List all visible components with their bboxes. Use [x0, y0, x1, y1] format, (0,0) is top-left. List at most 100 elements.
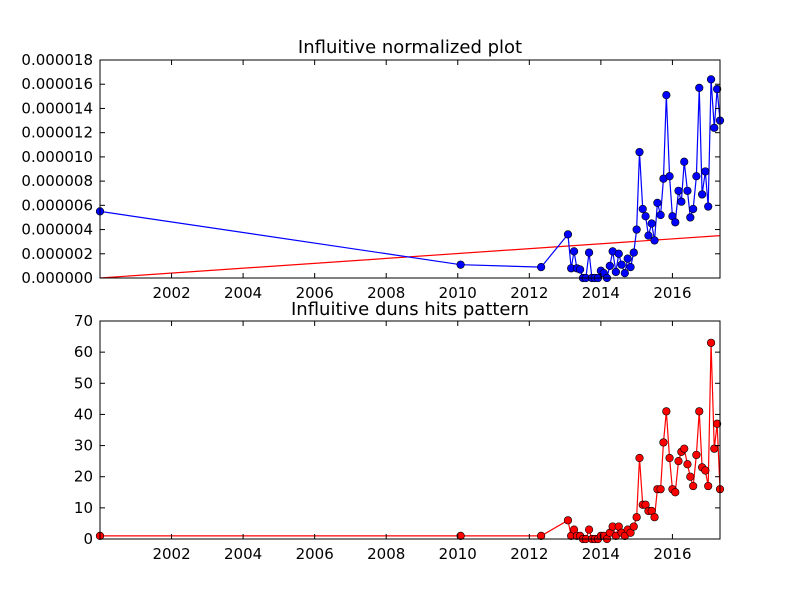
- top-data-point: [656, 210, 665, 220]
- bottom-data-point: [701, 466, 710, 475]
- top-y-tick-label: 0.000014: [21, 99, 93, 117]
- top-x-tick-label: 2014: [582, 284, 620, 302]
- top-data-point: [620, 269, 629, 278]
- top-data-point: [647, 219, 656, 228]
- bottom-y-tick-label: 0: [83, 530, 93, 548]
- bottom-data-point: [713, 419, 722, 428]
- top-data-point: [662, 91, 671, 100]
- top-data-point: [611, 267, 620, 277]
- bottom-y-tick-label: 50: [74, 374, 93, 392]
- bottom-data-point: [456, 531, 465, 540]
- top-data-point: [704, 202, 713, 211]
- bottom-y-tick-label: 40: [74, 405, 93, 423]
- top-marks: [95, 75, 725, 283]
- bottom-x-tick-label: 2004: [224, 545, 262, 563]
- bottom-data-point: [674, 457, 683, 466]
- bottom-data-point: [584, 525, 594, 534]
- bottom-data-point: [686, 472, 695, 481]
- top-chart-title: Influitive normalized plot: [298, 37, 522, 58]
- top-data-point: [584, 248, 594, 257]
- top-data-point: [638, 204, 647, 214]
- bottom-data-point: [683, 460, 692, 469]
- top-data-point: [626, 263, 635, 272]
- top-data-point: [563, 230, 573, 239]
- bottom-plot-area: [100, 321, 720, 539]
- top-data-point: [692, 172, 701, 181]
- top-y-tick-label: 0.000008: [21, 172, 93, 190]
- top-data-point: [617, 260, 626, 269]
- bottom-axes: Influitive duns hits pattern 2002 2004 200…: [74, 299, 725, 563]
- bottom-x-tick-label: 2002: [152, 545, 190, 563]
- bottom-x-tick-label: 2010: [439, 545, 477, 563]
- bottom-data-point: [632, 513, 641, 522]
- top-data-point: [680, 157, 689, 166]
- bottom-data-point: [563, 516, 573, 525]
- bottom-axes-frame: [99, 320, 721, 540]
- top-x-tick-label: 2016: [653, 284, 691, 302]
- top-data-point: [710, 123, 719, 132]
- top-y-tick-label: 0.000004: [21, 221, 93, 239]
- bottom-data-point: [635, 453, 644, 463]
- bottom-data-point: [629, 522, 638, 531]
- bottom-data-point: [706, 338, 716, 347]
- top-data-point: [686, 213, 695, 222]
- top-data-point: [614, 249, 623, 258]
- top-x-tick-label: 2010: [439, 284, 477, 302]
- top-data-point: [683, 186, 692, 195]
- top-y-tick-label: 0.000006: [21, 196, 93, 214]
- bottom-y-tick-label: 70: [74, 312, 93, 330]
- top-y-tick-label: 0.000010: [21, 148, 93, 166]
- bottom-data-point: [659, 438, 668, 447]
- top-data-point: [644, 231, 653, 240]
- bottom-y-tick-label: 30: [74, 437, 93, 455]
- bottom-data-point: [665, 453, 674, 463]
- top-ticks: 2002 2004 2006 2008 2010 2012 2014 2016 0.000000…: [21, 51, 720, 302]
- top-plot-area: [100, 60, 720, 278]
- bottom-data-point: [704, 481, 713, 491]
- top-y-tick-label: 0.000018: [21, 51, 93, 69]
- bottom-y-tick-label: 10: [74, 499, 93, 517]
- top-x-tick-label: 2004: [224, 284, 262, 302]
- top-data-point: [706, 75, 716, 84]
- top-x-tick-label: 2008: [367, 284, 405, 302]
- bottom-data-point: [680, 444, 689, 453]
- bottom-data-point: [671, 488, 680, 497]
- bottom-x-tick-label: 2008: [367, 545, 405, 563]
- bottom-x-tick-label: 2012: [510, 545, 548, 563]
- top-data-point: [537, 263, 546, 272]
- top-data-point: [623, 254, 632, 263]
- top-axes: Influitive normalized plot 2002 2004 2006 2…: [21, 37, 725, 302]
- top-x-tick-label: 2006: [296, 284, 334, 302]
- bottom-data-point: [650, 513, 659, 522]
- top-x-tick-label: 2012: [510, 284, 548, 302]
- top-x-tick-label: 2002: [152, 284, 190, 302]
- top-data-point: [569, 247, 579, 256]
- bottom-data-point: [537, 531, 546, 540]
- top-data-point: [695, 83, 704, 92]
- top-data-point: [698, 190, 707, 199]
- bottom-x-tick-label: 2014: [582, 545, 620, 563]
- bottom-data-point: [656, 485, 665, 494]
- top-y-tick-label: 0.000000: [21, 269, 93, 287]
- bottom-data-point: [695, 407, 704, 416]
- bottom-data-point: [710, 444, 719, 453]
- top-data-point: [576, 265, 585, 274]
- bottom-y-tick-label: 60: [74, 343, 93, 361]
- top-data-point: [629, 248, 638, 257]
- top-data-point: [689, 204, 698, 214]
- top-data-point: [674, 186, 683, 195]
- bottom-data-point: [689, 481, 698, 491]
- top-axes-frame: [99, 59, 721, 279]
- bottom-chart-title: Influitive duns hits pattern: [291, 299, 529, 320]
- top-data-point: [456, 260, 465, 269]
- bottom-x-tick-label: 2016: [653, 545, 691, 563]
- top-y-tick-label: 0.000016: [21, 75, 93, 93]
- top-data-point: [665, 172, 674, 181]
- top-data-point: [701, 167, 710, 176]
- top-data-point: [641, 212, 650, 221]
- top-y-tick-label: 0.000002: [21, 245, 93, 263]
- bottom-ticks: 2002 2004 2006 2008 2010 2012 2014 2016 0 10 20 30 4…: [74, 312, 720, 563]
- top-data-point: [605, 261, 614, 270]
- bottom-data-point: [662, 407, 671, 416]
